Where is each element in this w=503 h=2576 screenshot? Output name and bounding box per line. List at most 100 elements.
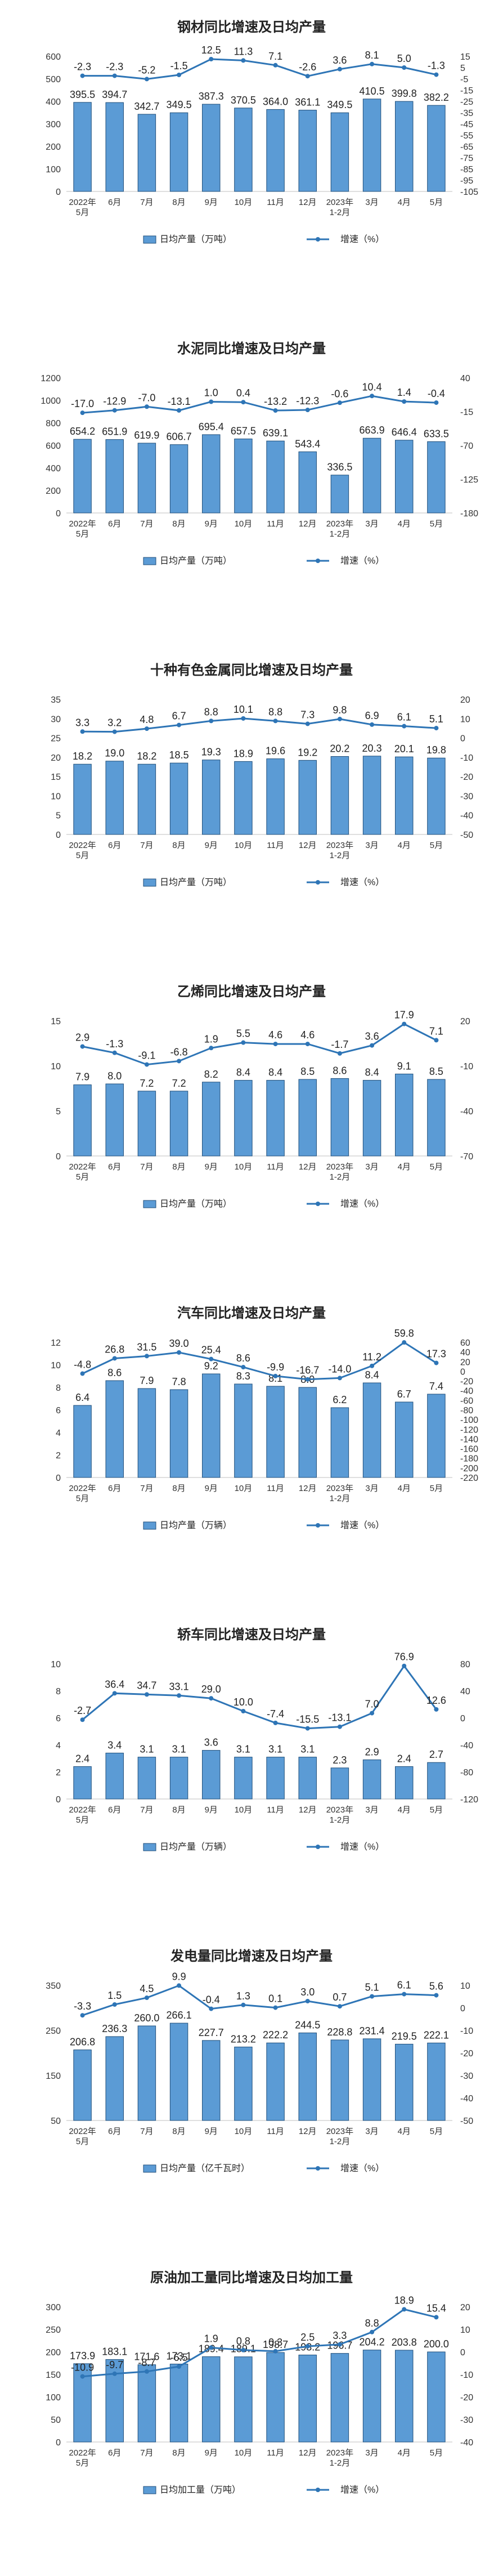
category-label: 11月 [267, 198, 284, 207]
right-axis-tick: -20 [460, 1377, 473, 1387]
category-label: 5月 [430, 2448, 443, 2458]
category-label: 4月 [398, 1484, 411, 1493]
line-value-label: 8.1 [365, 50, 379, 61]
right-axis-tick: -30 [460, 2416, 473, 2425]
category-label: 11月 [267, 1484, 284, 1493]
right-axis-tick: 20 [460, 2303, 470, 2312]
line-point [241, 1040, 246, 1045]
line-point [402, 1663, 407, 1668]
left-axis-tick: 300 [46, 120, 61, 130]
left-axis-tick: 600 [46, 441, 61, 451]
bar-value-label: 9.1 [397, 1060, 411, 1072]
category-label: 8月 [172, 841, 185, 850]
category-label: 8月 [172, 519, 185, 529]
line-value-label: -13.1 [168, 396, 191, 407]
bar [169, 2023, 188, 2121]
right-axis-tick: -80 [460, 1768, 473, 1778]
line-value-label: 11.2 [362, 1351, 381, 1363]
bar-value-label: 6.2 [333, 1394, 347, 1405]
bar [202, 1082, 221, 1157]
bar [395, 1766, 414, 1800]
legend-bar-swatch [143, 2486, 156, 2494]
chart-title: 钢材同比增速及日均产量 [177, 19, 326, 35]
line-value-label: 8.8 [204, 706, 218, 717]
line-point [402, 2307, 407, 2312]
left-axis-tick: 6 [56, 1714, 61, 1724]
bar [266, 1080, 285, 1157]
left-axis-tick: 200 [46, 486, 61, 496]
category-label: 12月 [299, 2448, 317, 2458]
bar-value-label: 19.2 [298, 747, 317, 758]
category-label: 4月 [398, 198, 411, 207]
bar-value-label: 200.0 [424, 2338, 449, 2350]
bar [137, 2025, 156, 2121]
legend-line-marker [316, 1202, 320, 1206]
line-value-label: -2.3 [106, 61, 123, 73]
category-label: 6月 [108, 1162, 121, 1172]
right-axis-tick: -40 [460, 1387, 473, 1396]
line-point [241, 2002, 246, 2007]
bar [73, 102, 92, 192]
bar-value-label: 231.4 [360, 2025, 385, 2037]
legend-line-marker [316, 880, 320, 885]
line-value-label: 76.9 [394, 1651, 414, 1663]
bar-value-label: 213.2 [231, 2033, 256, 2044]
category-label: 3月 [365, 1805, 378, 1815]
bar [266, 1386, 285, 1478]
line-point [305, 2344, 310, 2349]
right-axis-tick: -160 [460, 1445, 478, 1454]
line-point [273, 2349, 278, 2354]
right-axis-tick: -40 [460, 1741, 473, 1751]
bar [137, 443, 156, 514]
bar [202, 1373, 221, 1478]
line-value-label: 12.5 [201, 44, 221, 56]
bar-value-label: 222.1 [424, 2029, 449, 2041]
line-value-label: -13.1 [328, 1712, 351, 1724]
line-value-label: -1.7 [331, 1039, 348, 1050]
line-point [209, 1046, 214, 1051]
category-label: 11月 [267, 1805, 284, 1815]
bar-value-label: 2.4 [397, 1753, 411, 1764]
line-value-label: -2.6 [299, 61, 316, 73]
bar [427, 2042, 446, 2121]
bar [266, 2042, 285, 2121]
bar [137, 1757, 156, 1800]
line-point [112, 1050, 117, 1055]
bar-value-label: 3.1 [140, 1744, 154, 1755]
bar-value-label: 8.4 [236, 1067, 250, 1078]
line-value-label: 0.1 [268, 1993, 282, 2004]
bar-value-label: 266.1 [167, 2010, 192, 2021]
line-value-label: 7.0 [365, 1699, 379, 1710]
right-axis-tick: 20 [460, 695, 470, 705]
bar [298, 2354, 317, 2443]
line-value-label: 6.1 [397, 712, 411, 723]
legend-bar-swatch [143, 1521, 156, 1530]
bar [202, 760, 221, 835]
category-label: 5月 [430, 1162, 443, 1172]
line-point [177, 1350, 182, 1355]
line-point [337, 2004, 342, 2009]
line-point [305, 1999, 310, 2003]
bar [234, 1757, 253, 1800]
line-value-label: -2.7 [74, 1705, 91, 1716]
left-axis-tick: 0 [56, 2438, 61, 2448]
line-value-label: 59.8 [394, 1328, 414, 1339]
line-value-label: -4.8 [74, 1359, 91, 1370]
right-axis-tick: 40 [460, 374, 470, 383]
bar [395, 440, 414, 514]
right-axis-tick: -200 [460, 1464, 478, 1474]
bar [298, 760, 317, 835]
category-label: 9月 [205, 2127, 218, 2136]
chart-title: 原油加工量同比增速及日均加工量 [150, 2270, 353, 2285]
growth-line [82, 1664, 437, 1730]
category-label: 10月 [235, 1162, 253, 1172]
right-axis-tick: -40 [460, 1107, 473, 1117]
left-axis-tick: 0 [56, 187, 61, 197]
line-value-label: 0.4 [236, 387, 250, 399]
right-axis-tick: -10 [460, 1062, 473, 1072]
bar-value-label: 18.9 [233, 748, 253, 759]
bar [105, 1083, 124, 1157]
right-axis-tick: 0 [460, 2348, 465, 2358]
line-value-label: 9.9 [172, 1971, 186, 1982]
